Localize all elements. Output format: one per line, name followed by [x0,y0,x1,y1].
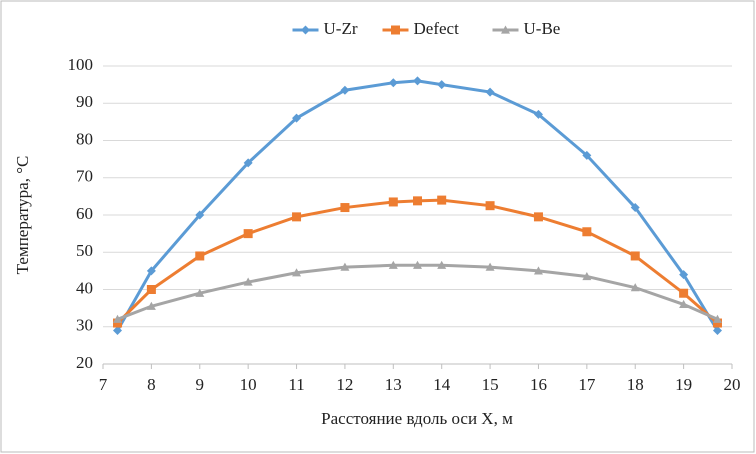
marker [340,262,350,271]
marker [630,203,640,213]
x-tick-label: 10 [240,375,257,394]
marker [437,80,447,90]
marker [243,277,253,286]
marker [340,85,350,95]
marker [388,197,398,207]
marker [113,314,123,323]
marker [113,325,123,335]
y-tick-label: 50 [76,241,93,260]
legend-label: U-Be [524,19,561,38]
y-axis-label: Температура, °С [13,156,32,275]
marker [195,251,205,261]
marker [413,260,422,269]
marker [501,25,510,34]
marker [340,203,350,213]
marker [712,318,722,328]
marker [712,325,722,335]
marker [533,212,543,222]
y-tick-label: 70 [76,167,93,186]
marker [533,266,543,275]
marker [146,301,156,310]
marker [437,195,447,205]
marker [413,76,422,86]
x-tick-label: 13 [385,375,402,394]
marker [485,87,495,97]
x-tick-label: 19 [675,375,692,394]
x-tick-label: 7 [99,375,108,394]
marker [195,210,205,220]
x-axis-label: Расстояние вдоль оси X, м [321,409,513,428]
x-tick-label: 8 [147,375,156,394]
marker [146,285,156,294]
y-tick-label: 20 [76,353,93,372]
marker [388,260,398,269]
y-tick-label: 80 [76,129,93,148]
marker [437,260,447,269]
legend-label: U-Zr [324,19,358,38]
marker [712,314,722,323]
x-tick-label: 11 [288,375,304,394]
x-tick-label: 12 [336,375,353,394]
marker [582,227,592,237]
marker [679,270,689,280]
marker [533,109,543,119]
marker [292,113,302,123]
marker [630,251,640,261]
marker [485,262,495,271]
marker [485,201,495,211]
marker [301,25,310,35]
marker [630,283,640,292]
x-tick-label: 18 [627,375,644,394]
x-tick-label: 16 [530,375,547,394]
y-tick-label: 60 [76,204,93,223]
x-tick-label: 14 [433,375,451,394]
legend-label: Defect [414,19,460,38]
marker [146,266,156,276]
marker [195,288,205,297]
x-tick-label: 15 [482,375,499,394]
y-tick-label: 100 [68,55,94,74]
x-tick-label: 17 [578,375,596,394]
x-tick-label: 20 [724,375,741,394]
x-tick-label: 9 [196,375,205,394]
marker [413,196,422,206]
marker [388,78,398,88]
y-tick-label: 90 [76,92,93,111]
marker [679,299,689,308]
marker [292,268,302,277]
marker [582,150,592,160]
y-tick-label: 40 [76,278,93,297]
marker [243,229,253,239]
marker [113,318,123,328]
y-tick-label: 30 [76,316,93,335]
marker [243,158,253,168]
marker [292,212,302,222]
marker [679,288,689,298]
marker [391,25,400,35]
marker [582,271,592,281]
